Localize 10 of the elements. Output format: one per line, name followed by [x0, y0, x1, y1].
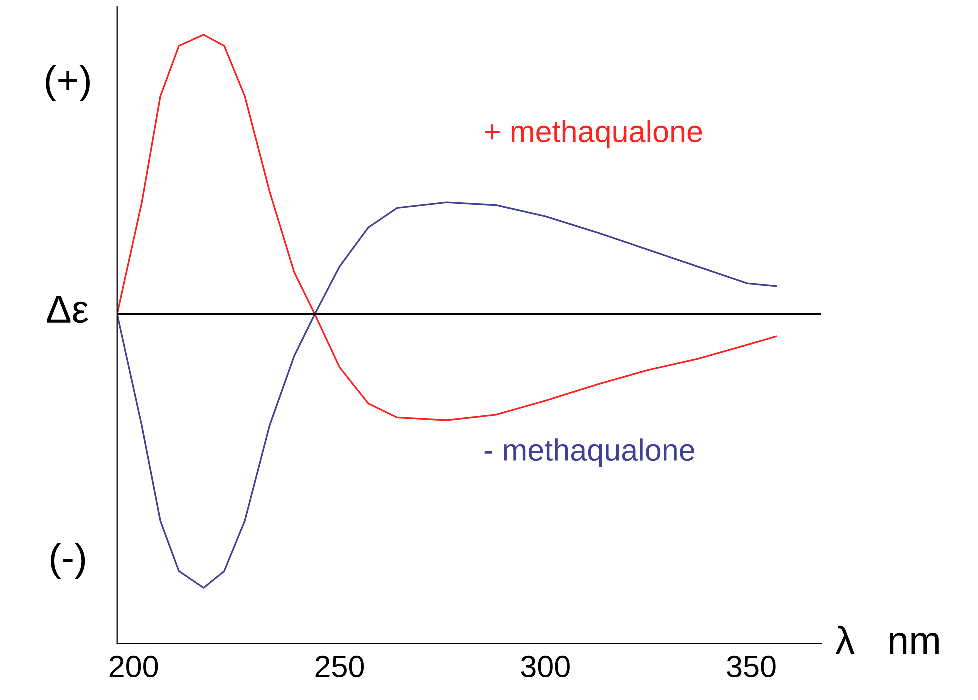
text: - methaqualone — [484, 438, 695, 468]
x-axis-title: λ nm — [836, 626, 939, 654]
text: (-) — [51, 543, 86, 580]
x-tick-label: 350 — [727, 656, 776, 678]
text: + methaqualone — [485, 120, 702, 149]
y-axis-title: Δε — [47, 296, 88, 324]
x-tick-label: 200 — [110, 656, 158, 678]
x-tick-label: 300 — [521, 656, 570, 678]
text: (+) — [46, 65, 90, 102]
x-tick-label: 250 — [316, 656, 364, 678]
